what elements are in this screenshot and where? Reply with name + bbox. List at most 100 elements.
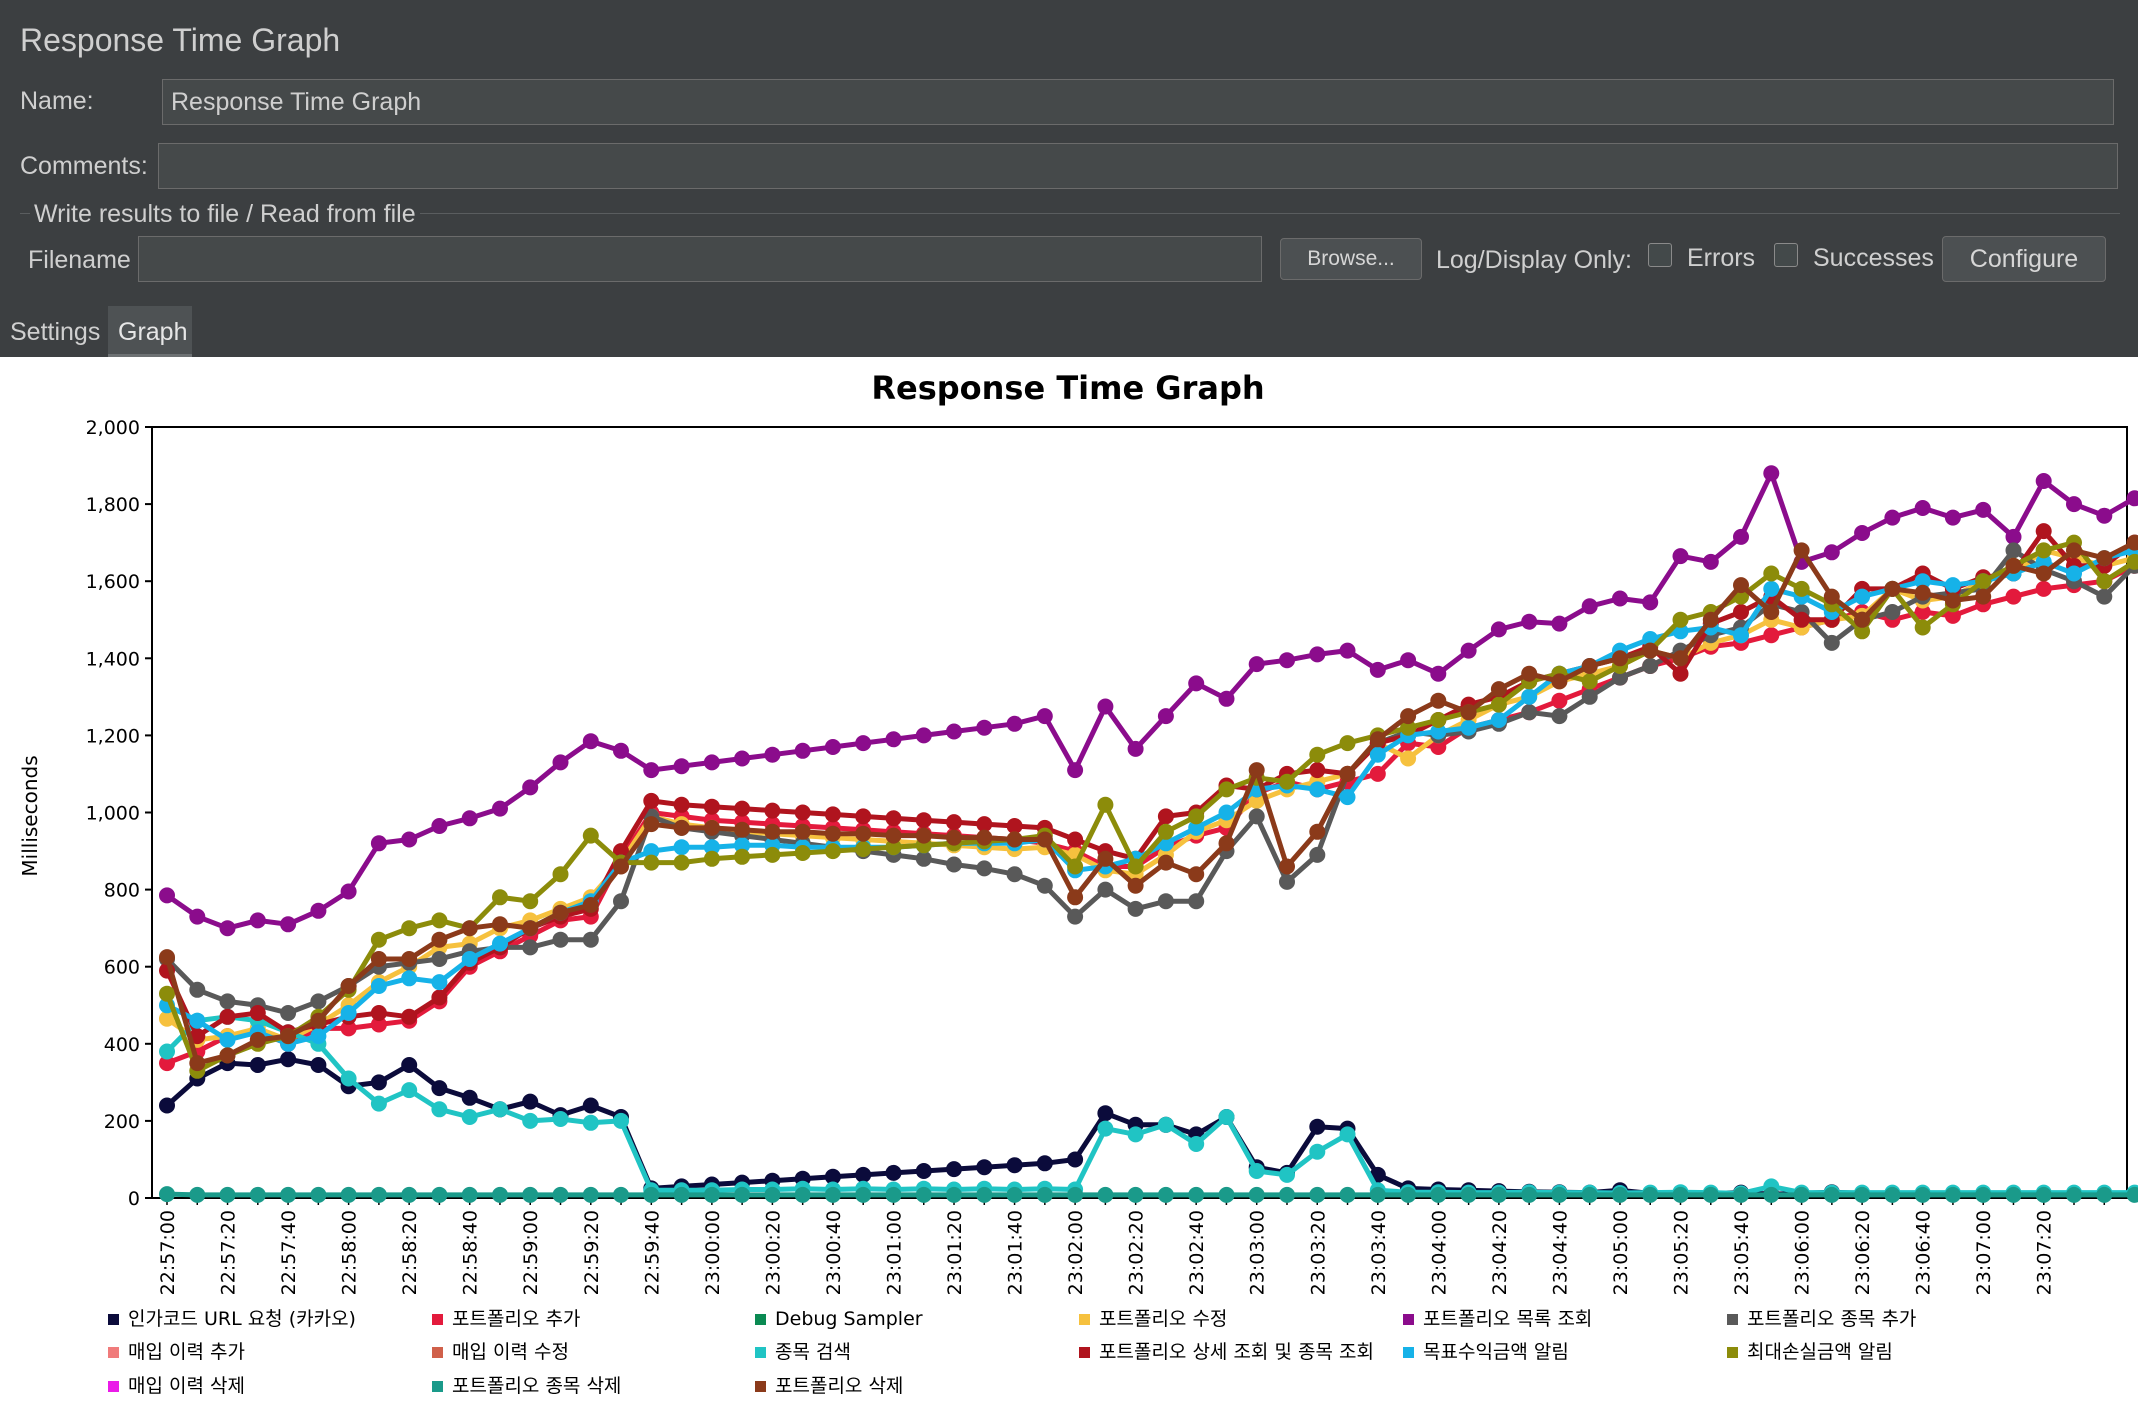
x-tick-label: 22:57:40 — [278, 1210, 300, 1295]
data-point — [885, 827, 902, 844]
data-point — [1430, 1186, 1447, 1203]
data-point — [1944, 577, 1961, 594]
data-point — [673, 796, 690, 813]
data-point — [582, 1186, 599, 1203]
comments-field[interactable] — [158, 143, 2118, 189]
data-point — [1006, 1186, 1023, 1203]
data-point — [1581, 598, 1598, 615]
filename-field[interactable] — [138, 236, 1262, 282]
data-point — [794, 845, 811, 861]
data-point — [280, 916, 297, 933]
data-point — [1248, 656, 1265, 673]
data-point — [1944, 607, 1961, 624]
data-point — [219, 1186, 236, 1203]
data-point — [1309, 781, 1326, 798]
data-point — [734, 821, 751, 838]
successes-checkbox[interactable] — [1774, 243, 1798, 267]
data-point — [1763, 1186, 1780, 1203]
data-point — [1218, 781, 1235, 798]
x-tick-label: 23:02:40 — [1186, 1210, 1208, 1295]
data-point — [2096, 1186, 2113, 1203]
legend-swatch — [1079, 1347, 1090, 1358]
data-point — [1672, 650, 1689, 667]
data-point — [1097, 698, 1114, 715]
data-point — [1067, 1186, 1084, 1203]
data-point — [401, 1057, 418, 1073]
data-point — [1248, 1163, 1265, 1179]
data-point — [1944, 1186, 1961, 1203]
data-point — [1490, 621, 1507, 638]
x-tick-label: 23:01:40 — [1005, 1210, 1027, 1295]
data-point — [1036, 708, 1053, 725]
data-point — [522, 1112, 539, 1129]
data-point — [1733, 604, 1749, 620]
data-point — [431, 818, 448, 834]
data-point — [1521, 1186, 1538, 1203]
data-point — [1823, 588, 1840, 605]
tab-settings[interactable]: Settings — [0, 306, 106, 357]
data-point — [1521, 665, 1538, 682]
data-point — [1944, 509, 1961, 526]
data-point — [1279, 873, 1295, 890]
tab-graph[interactable]: Graph — [108, 306, 192, 357]
data-point — [401, 1082, 418, 1099]
plot-area — [151, 426, 2128, 1199]
data-point — [1914, 500, 1931, 516]
data-point — [703, 754, 720, 771]
file-section-label: Write results to file / Read from file — [30, 200, 420, 229]
data-point — [1914, 573, 1931, 590]
data-point — [552, 754, 569, 771]
data-point — [855, 808, 872, 825]
x-tick-label: 23:06:00 — [1792, 1210, 1814, 1295]
data-point — [915, 827, 932, 844]
data-point — [370, 1074, 387, 1091]
configure-button[interactable]: Configure — [1942, 236, 2106, 282]
legend-label: 인가코드 URL 요청 (카카오) — [128, 1308, 356, 1330]
y-axis-label: Milliseconds — [18, 755, 42, 876]
legend-label: 포트폴리오 상세 조회 및 종목 조회 — [1099, 1341, 1374, 1363]
data-point — [1279, 858, 1295, 875]
data-point — [1188, 808, 1205, 825]
data-point — [1823, 544, 1840, 561]
data-point — [885, 1164, 902, 1181]
data-point — [1490, 681, 1507, 698]
data-point — [1157, 823, 1174, 840]
comments-label: Comments: — [20, 152, 148, 180]
data-point — [915, 727, 932, 744]
series-14 — [159, 534, 2138, 1072]
x-tick-label: 23:05:20 — [1671, 1210, 1693, 1295]
data-point — [340, 978, 357, 994]
data-point — [2096, 588, 2113, 605]
data-point — [824, 843, 841, 860]
data-point — [1097, 796, 1114, 813]
data-point — [2126, 534, 2138, 551]
data-point — [1127, 900, 1144, 917]
data-point — [2035, 1186, 2052, 1203]
data-point — [824, 1168, 841, 1185]
x-tick-label: 22:57:20 — [218, 1210, 240, 1295]
data-point — [915, 812, 932, 829]
data-point — [643, 792, 660, 809]
chart-title: Response Time Graph — [871, 369, 1264, 407]
data-point — [1733, 528, 1749, 545]
data-point — [1884, 604, 1901, 620]
x-tick-label: 23:00:40 — [823, 1210, 845, 1295]
x-tick-label: 23:00:00 — [702, 1210, 724, 1295]
browse-button[interactable]: Browse... — [1280, 238, 1422, 280]
data-point — [1369, 765, 1386, 782]
data-point — [2035, 542, 2052, 559]
data-point — [1823, 634, 1840, 651]
x-tick-label: 23:03:40 — [1368, 1210, 1390, 1295]
legend-label: 매입 이력 수정 — [452, 1341, 569, 1363]
name-field[interactable]: Response Time Graph — [162, 79, 2114, 125]
data-point — [219, 1031, 236, 1048]
errors-checkbox[interactable] — [1648, 243, 1672, 267]
data-point — [1702, 553, 1719, 570]
data-point — [189, 1012, 206, 1029]
data-point — [552, 931, 569, 948]
data-point — [1793, 542, 1810, 559]
data-point — [1248, 1186, 1265, 1203]
data-point — [1157, 1186, 1174, 1203]
data-point — [1067, 858, 1084, 875]
data-point — [764, 823, 781, 840]
